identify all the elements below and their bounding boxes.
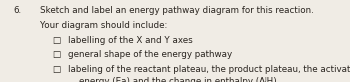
Text: general shape of the energy pathway: general shape of the energy pathway xyxy=(68,50,232,59)
Text: labelling of the X and Y axes: labelling of the X and Y axes xyxy=(68,36,193,45)
Text: labeling of the reactant plateau, the product plateau, the activation: labeling of the reactant plateau, the pr… xyxy=(68,65,350,74)
Text: □: □ xyxy=(52,65,60,74)
Text: energy (Ea) and the change in enthalpy (ΔᴶH): energy (Ea) and the change in enthalpy (… xyxy=(68,77,277,82)
Text: 6.: 6. xyxy=(13,6,21,15)
Text: Sketch and label an energy pathway diagram for this reaction.: Sketch and label an energy pathway diagr… xyxy=(40,6,314,15)
Text: □: □ xyxy=(52,50,60,59)
Text: Your diagram should include:: Your diagram should include: xyxy=(40,21,168,30)
Text: □: □ xyxy=(52,36,60,45)
